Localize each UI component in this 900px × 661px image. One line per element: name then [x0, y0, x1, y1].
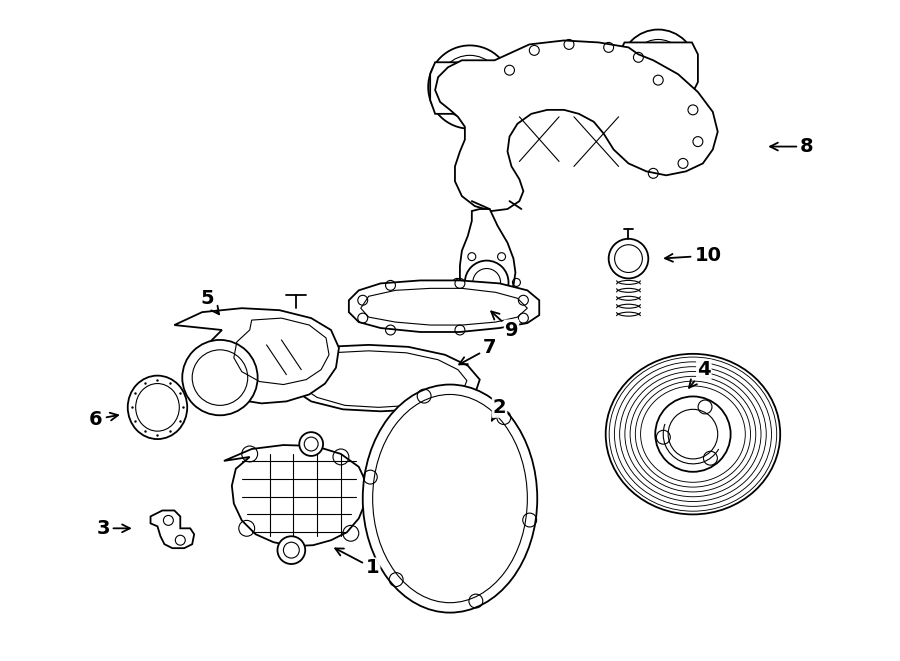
Polygon shape: [150, 510, 194, 548]
Text: 3: 3: [96, 519, 130, 538]
Polygon shape: [430, 62, 509, 114]
Text: 10: 10: [665, 246, 721, 265]
Polygon shape: [256, 345, 480, 411]
Polygon shape: [349, 280, 539, 332]
Polygon shape: [435, 40, 717, 211]
Circle shape: [621, 30, 696, 105]
Circle shape: [300, 432, 323, 456]
Text: 2: 2: [491, 398, 507, 420]
Circle shape: [428, 46, 511, 129]
Text: 1: 1: [336, 549, 380, 578]
Circle shape: [277, 536, 305, 564]
Text: 6: 6: [89, 410, 118, 429]
Text: 5: 5: [200, 289, 219, 314]
Polygon shape: [460, 209, 516, 302]
Text: 7: 7: [459, 338, 497, 364]
Circle shape: [183, 340, 257, 415]
Circle shape: [608, 239, 648, 278]
Polygon shape: [175, 308, 339, 403]
Polygon shape: [224, 445, 366, 546]
Text: 9: 9: [491, 311, 518, 340]
Ellipse shape: [606, 354, 780, 514]
Text: 8: 8: [770, 137, 814, 156]
Ellipse shape: [363, 385, 537, 613]
Ellipse shape: [128, 375, 187, 439]
Polygon shape: [618, 42, 698, 94]
Text: 4: 4: [689, 360, 711, 388]
